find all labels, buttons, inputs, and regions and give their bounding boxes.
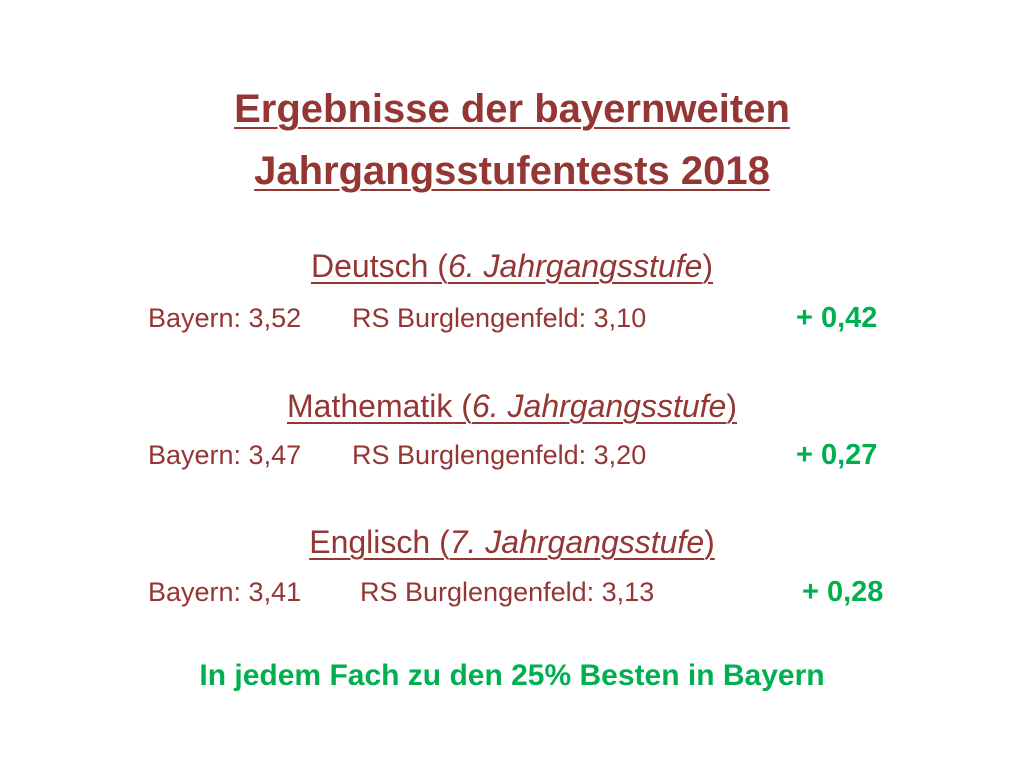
school-score: RS Burglengenfeld: 3,10 (352, 303, 647, 333)
subject-name: Deutsch (311, 248, 429, 284)
school-score: RS Burglengenfeld: 3,13 (360, 577, 655, 607)
grade-close: ) (704, 524, 715, 560)
grade-open: ( (430, 524, 450, 560)
subject-name: Englisch (309, 524, 431, 560)
grade-level: 6. Jahrgangsstufe (447, 248, 703, 284)
subject-heading-englisch: Englisch (7. Jahrgangsstufe) (0, 522, 1024, 562)
subject-name: Mathematik (287, 388, 453, 424)
score-difference: + 0,28 (802, 576, 884, 608)
result-row-deutsch: Bayern: 3,52 RS Burglengenfeld: 3,10 + 0… (0, 300, 1024, 336)
score-difference: + 0,27 (796, 439, 878, 471)
bayern-score: Bayern: 3,41 (148, 577, 302, 607)
bayern-score: Bayern: 3,47 (148, 440, 302, 470)
result-row-mathematik: Bayern: 3,47 RS Burglengenfeld: 3,20 + 0… (0, 437, 1024, 473)
bayern-score: Bayern: 3,52 (148, 303, 302, 333)
grade-level: 7. Jahrgangsstufe (449, 524, 705, 560)
grade-level: 6. Jahrgangsstufe (471, 388, 727, 424)
result-row-englisch: Bayern: 3,41 RS Burglengenfeld: 3,13 + 0… (0, 574, 1024, 610)
school-score: RS Burglengenfeld: 3,20 (352, 440, 647, 470)
grade-open: ( (452, 388, 472, 424)
grade-close: ) (702, 248, 713, 284)
slide-title-line-1: Ergebnisse der bayernweiten (234, 87, 790, 131)
slide-title-line-2: Jahrgangsstufentests 2018 (254, 149, 770, 193)
conclusion-statement: In jedem Fach zu den 25% Besten in Bayer… (199, 659, 825, 692)
grade-close: ) (726, 388, 737, 424)
score-difference: + 0,42 (796, 302, 878, 334)
subject-heading-deutsch: Deutsch (6. Jahrgangsstufe) (0, 246, 1024, 286)
grade-open: ( (428, 248, 448, 284)
subject-heading-mathematik: Mathematik (6. Jahrgangsstufe) (0, 386, 1024, 426)
